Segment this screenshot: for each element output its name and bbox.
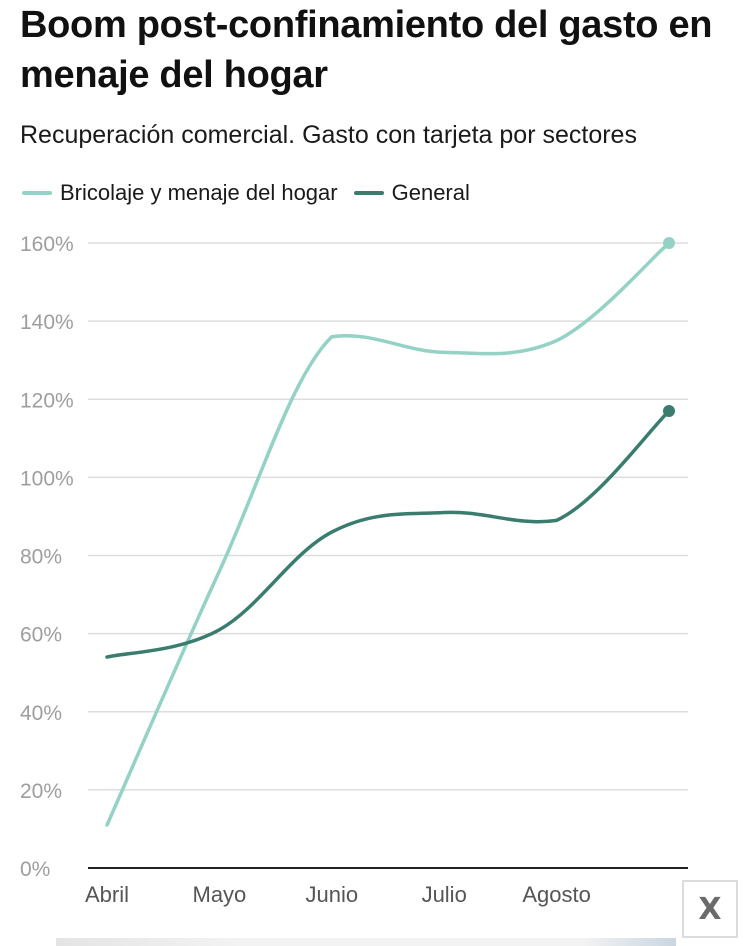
legend-label-general: General <box>391 180 470 205</box>
x-tick-label: Julio <box>422 882 467 907</box>
series-line-general <box>105 409 671 659</box>
close-icon: X <box>698 891 722 927</box>
chart-legend: Bricolaje y menaje del hogar General <box>22 180 486 206</box>
axis-layer: 0% 20% 40% 60% 80% 100% 120% 140% 160% Abril Mayo J… <box>20 233 688 907</box>
x-tick-label: Mayo <box>193 882 247 907</box>
series-end-marker-general <box>663 404 675 417</box>
grid-layer <box>88 242 688 791</box>
bottom-ad-strip <box>56 938 676 946</box>
y-tick-label: 120% <box>20 389 74 412</box>
series-line-bricolaje <box>105 241 671 827</box>
y-tick-label: 140% <box>20 311 74 334</box>
close-button[interactable]: X <box>682 880 738 938</box>
x-tick-label: Abril <box>85 882 129 907</box>
y-tick-label: 160% <box>20 233 74 256</box>
y-tick-label: 40% <box>20 702 62 725</box>
y-tick-label: 60% <box>20 624 62 647</box>
series-layer <box>105 237 675 827</box>
y-tick-label: 20% <box>20 780 62 803</box>
x-tick-label: Junio <box>306 882 359 907</box>
y-tick-label: 80% <box>20 546 62 569</box>
series-end-marker-bricolaje <box>663 237 675 249</box>
y-tick-label: 100% <box>20 467 74 490</box>
chart-title: Boom post-confinamiento del gasto en men… <box>20 4 713 96</box>
legend-swatch-bricolaje <box>22 191 52 195</box>
legend-item-bricolaje: Bricolaje y menaje del hogar <box>22 180 338 206</box>
x-tick-label: Agosto <box>522 882 591 907</box>
legend-label-bricolaje: Bricolaje y menaje del hogar <box>60 180 338 205</box>
legend-swatch-general <box>353 191 384 195</box>
y-tick-label: 0% <box>20 858 50 881</box>
chart-subtitle: Recuperación comercial. Gasto con tarjet… <box>20 121 637 149</box>
legend-item-general: General <box>353 180 470 206</box>
